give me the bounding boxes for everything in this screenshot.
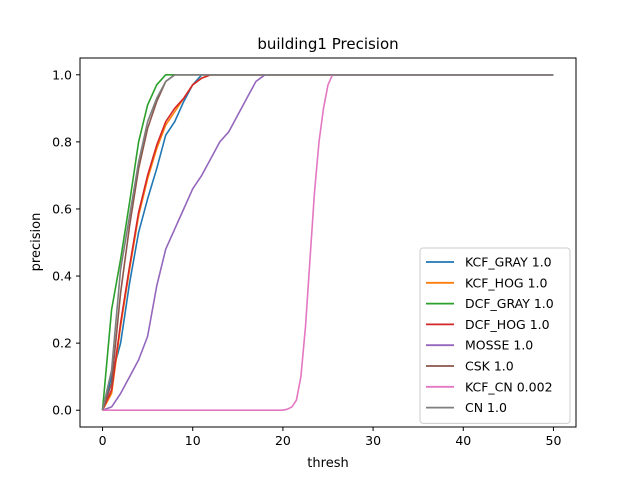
x-tick-label: 40: [455, 433, 471, 448]
y-axis-label: precision: [29, 213, 44, 272]
x-axis-label: thresh: [307, 456, 348, 471]
series-line-3: [101, 74, 554, 411]
y-tick-label: 1.0: [52, 67, 72, 82]
x-tick-label: 0: [99, 433, 107, 448]
y-tick-label: 0.6: [52, 201, 72, 216]
legend-label-1: KCF_HOG 1.0: [465, 275, 548, 290]
legend-label-5: CSK 1.0: [465, 359, 514, 374]
legend-label-7: CN 1.0: [465, 400, 507, 415]
y-tick-label: 0.8: [52, 134, 72, 149]
x-tick-label: 30: [365, 433, 381, 448]
legend: KCF_GRAY 1.0 KCF_HOG 1.0 DCF_GRAY 1.0 DCF_H…: [419, 247, 571, 424]
legend-label-2: DCF_GRAY 1.0: [465, 296, 554, 311]
legend-label-3: DCF_HOG 1.0: [465, 317, 550, 332]
series-line-0: [101, 74, 554, 411]
y-axis-ticks: 0.0 0.2 0.4 0.6 0.8 1.0: [52, 67, 80, 418]
y-tick-label: 0.2: [52, 336, 72, 351]
series-line-6: [102, 74, 554, 412]
series-line-7: [101, 74, 554, 411]
x-tick-label: 50: [546, 433, 562, 448]
legend-box: [419, 247, 571, 424]
chart-title: building1 Precision: [257, 35, 398, 53]
legend-label-6: KCF_CN 0.002: [465, 379, 553, 394]
x-tick-label: 10: [185, 433, 201, 448]
plot-frame: [79, 57, 577, 428]
x-tick-label: 20: [275, 433, 291, 448]
y-tick-label: 0.0: [52, 403, 72, 418]
y-tick-label: 0.4: [52, 269, 72, 284]
series-layer: [101, 74, 554, 412]
x-axis-ticks: 0 10 20 30 40 50: [99, 427, 562, 448]
legend-label-0: KCF_GRAY 1.0: [465, 255, 552, 270]
series-line-4: [102, 74, 554, 411]
legend-label-4: MOSSE 1.0: [465, 338, 533, 353]
